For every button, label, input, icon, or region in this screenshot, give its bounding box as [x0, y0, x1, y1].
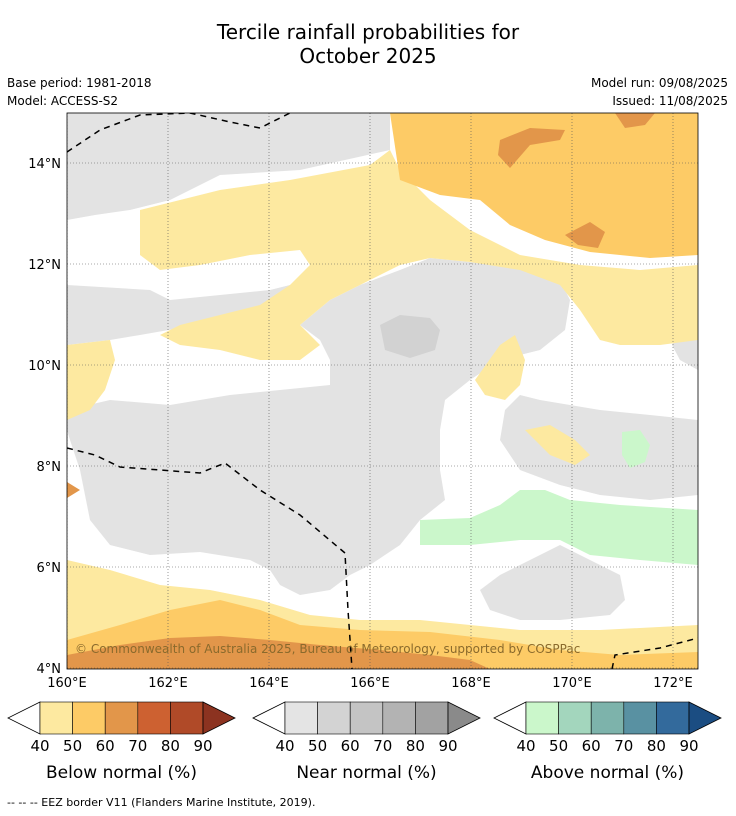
lat-label: 4°N: [37, 662, 62, 677]
colorbar-legends: 40 50 60 70 80 90 Below normal (%) 40 50 60 70 80 90…: [7, 701, 722, 783]
colorbar-low-arrow: [252, 701, 286, 735]
below-normal-60-south: [67, 636, 490, 669]
colorbar-tick: 50: [549, 737, 568, 755]
colorbar-tick: 90: [193, 737, 212, 755]
lon-label: 160°E: [47, 676, 87, 691]
colorbar-swatch: [623, 701, 657, 735]
above-normal-40-east: [420, 490, 698, 565]
chart-title: Tercile rainfall probabilities for Octob…: [0, 20, 736, 68]
lat-label: 6°N: [37, 561, 62, 576]
colorbar-tick: 80: [161, 737, 180, 755]
below-normal-60-north-a: [498, 128, 565, 168]
colorbar-tick: 60: [582, 737, 601, 755]
colorbar-tick: 80: [406, 737, 425, 755]
colorbar-tick: 60: [341, 737, 360, 755]
eez-footnote: -- -- -- EEZ border V11 (Flanders Marine…: [7, 796, 316, 809]
lon-label: 168°E: [451, 676, 491, 691]
colorbar-swatch: [317, 701, 351, 735]
colorbar-swatch: [590, 701, 625, 735]
meta-left: Base period: 1981-2018 Model: ACCESS-S2: [7, 74, 152, 110]
colorbar-swatch: [170, 701, 204, 735]
map-frame: [66, 112, 699, 670]
colorbar-swatch: [558, 701, 592, 735]
colorbar-swatch: [137, 701, 171, 735]
above-normal-40-small: [622, 430, 650, 468]
eez-border-west: [67, 447, 353, 669]
below-normal-40-midright: [525, 425, 590, 465]
graticule: [67, 113, 698, 669]
near-normal-region-central: [67, 258, 570, 595]
colorbar-title: Below normal (%): [46, 763, 197, 783]
colorbar-title: Above normal (%): [531, 763, 684, 783]
colorbar-tick: 50: [63, 737, 82, 755]
colorbar-high-arrow: [202, 701, 236, 735]
below-normal-40-mid: [475, 335, 525, 400]
colorbar-tick: 70: [128, 737, 147, 755]
colorbar-tick: 50: [308, 737, 327, 755]
lat-label: 14°N: [28, 157, 61, 172]
colorbar-high-arrow: [447, 701, 481, 735]
below-normal-60-west: [67, 482, 80, 498]
lat-label: 12°N: [28, 258, 61, 273]
lat-label: 8°N: [37, 460, 62, 475]
title-line2: October 2025: [299, 44, 437, 68]
colorbar-2: 40 50 60 70 80 90 Above normal (%): [493, 701, 722, 783]
below-normal-60-north-b: [565, 222, 605, 248]
lon-label: 170°E: [552, 676, 592, 691]
issued-date: Issued: 11/08/2025: [612, 94, 728, 108]
near-normal-region-east-middle: [500, 395, 698, 500]
colorbar-swatch: [382, 701, 416, 735]
near-normal-region-west: [67, 278, 300, 345]
eez-border-southeast: [611, 637, 698, 669]
below-normal-60-north-c: [615, 113, 655, 128]
near-normal-region-darker: [380, 315, 440, 358]
colorbar-swatch: [415, 701, 449, 735]
title-line1: Tercile rainfall probabilities for: [216, 20, 520, 44]
meta-right: Model run: 09/08/2025 Issued: 11/08/2025: [591, 74, 728, 110]
copyright-notice: © Commonwealth of Australia 2025, Bureau…: [75, 642, 580, 656]
below-normal-40-north: [140, 150, 698, 360]
colorbar-0: 40 50 60 70 80 90 Below normal (%): [7, 701, 236, 783]
map-field: [67, 113, 698, 669]
colorbar-low-arrow: [7, 701, 41, 735]
colorbar-swatch: [349, 701, 384, 735]
colorbar-tick: 60: [96, 737, 115, 755]
colorbar-title: Near normal (%): [296, 763, 436, 783]
colorbar-swatch: [72, 701, 106, 735]
lon-label: 166°E: [350, 676, 390, 691]
colorbar-swatch: [104, 701, 139, 735]
eez-borders: [67, 113, 698, 669]
below-normal-50-north: [390, 113, 698, 258]
colorbar-tick: 70: [373, 737, 392, 755]
colorbar-swatch: [525, 701, 559, 735]
colorbar-swatch: [656, 701, 690, 735]
lon-label: 164°E: [249, 676, 289, 691]
colorbar-low-arrow: [493, 701, 527, 735]
colorbar-swatch: [284, 701, 318, 735]
colorbar-tick: 70: [614, 737, 633, 755]
colorbar-tick: 90: [438, 737, 457, 755]
near-normal-region-south: [480, 545, 625, 620]
colorbar-high-arrow: [688, 701, 722, 735]
base-period: Base period: 1981-2018: [7, 76, 152, 90]
colorbar-tick: 40: [275, 737, 294, 755]
colorbar-tick: 40: [30, 737, 49, 755]
below-normal-40-west: [67, 340, 115, 420]
model-name: Model: ACCESS-S2: [7, 94, 119, 108]
lat-label: 10°N: [28, 359, 61, 374]
colorbar-swatch: [39, 701, 73, 735]
lon-label: 172°E: [653, 676, 693, 691]
colorbar-tick: 40: [516, 737, 535, 755]
colorbar-tick: 80: [647, 737, 666, 755]
lon-label: 162°E: [148, 676, 188, 691]
colorbar-tick: 90: [679, 737, 698, 755]
near-normal-region-northwest: [67, 113, 390, 220]
model-run: Model run: 09/08/2025: [590, 76, 728, 90]
